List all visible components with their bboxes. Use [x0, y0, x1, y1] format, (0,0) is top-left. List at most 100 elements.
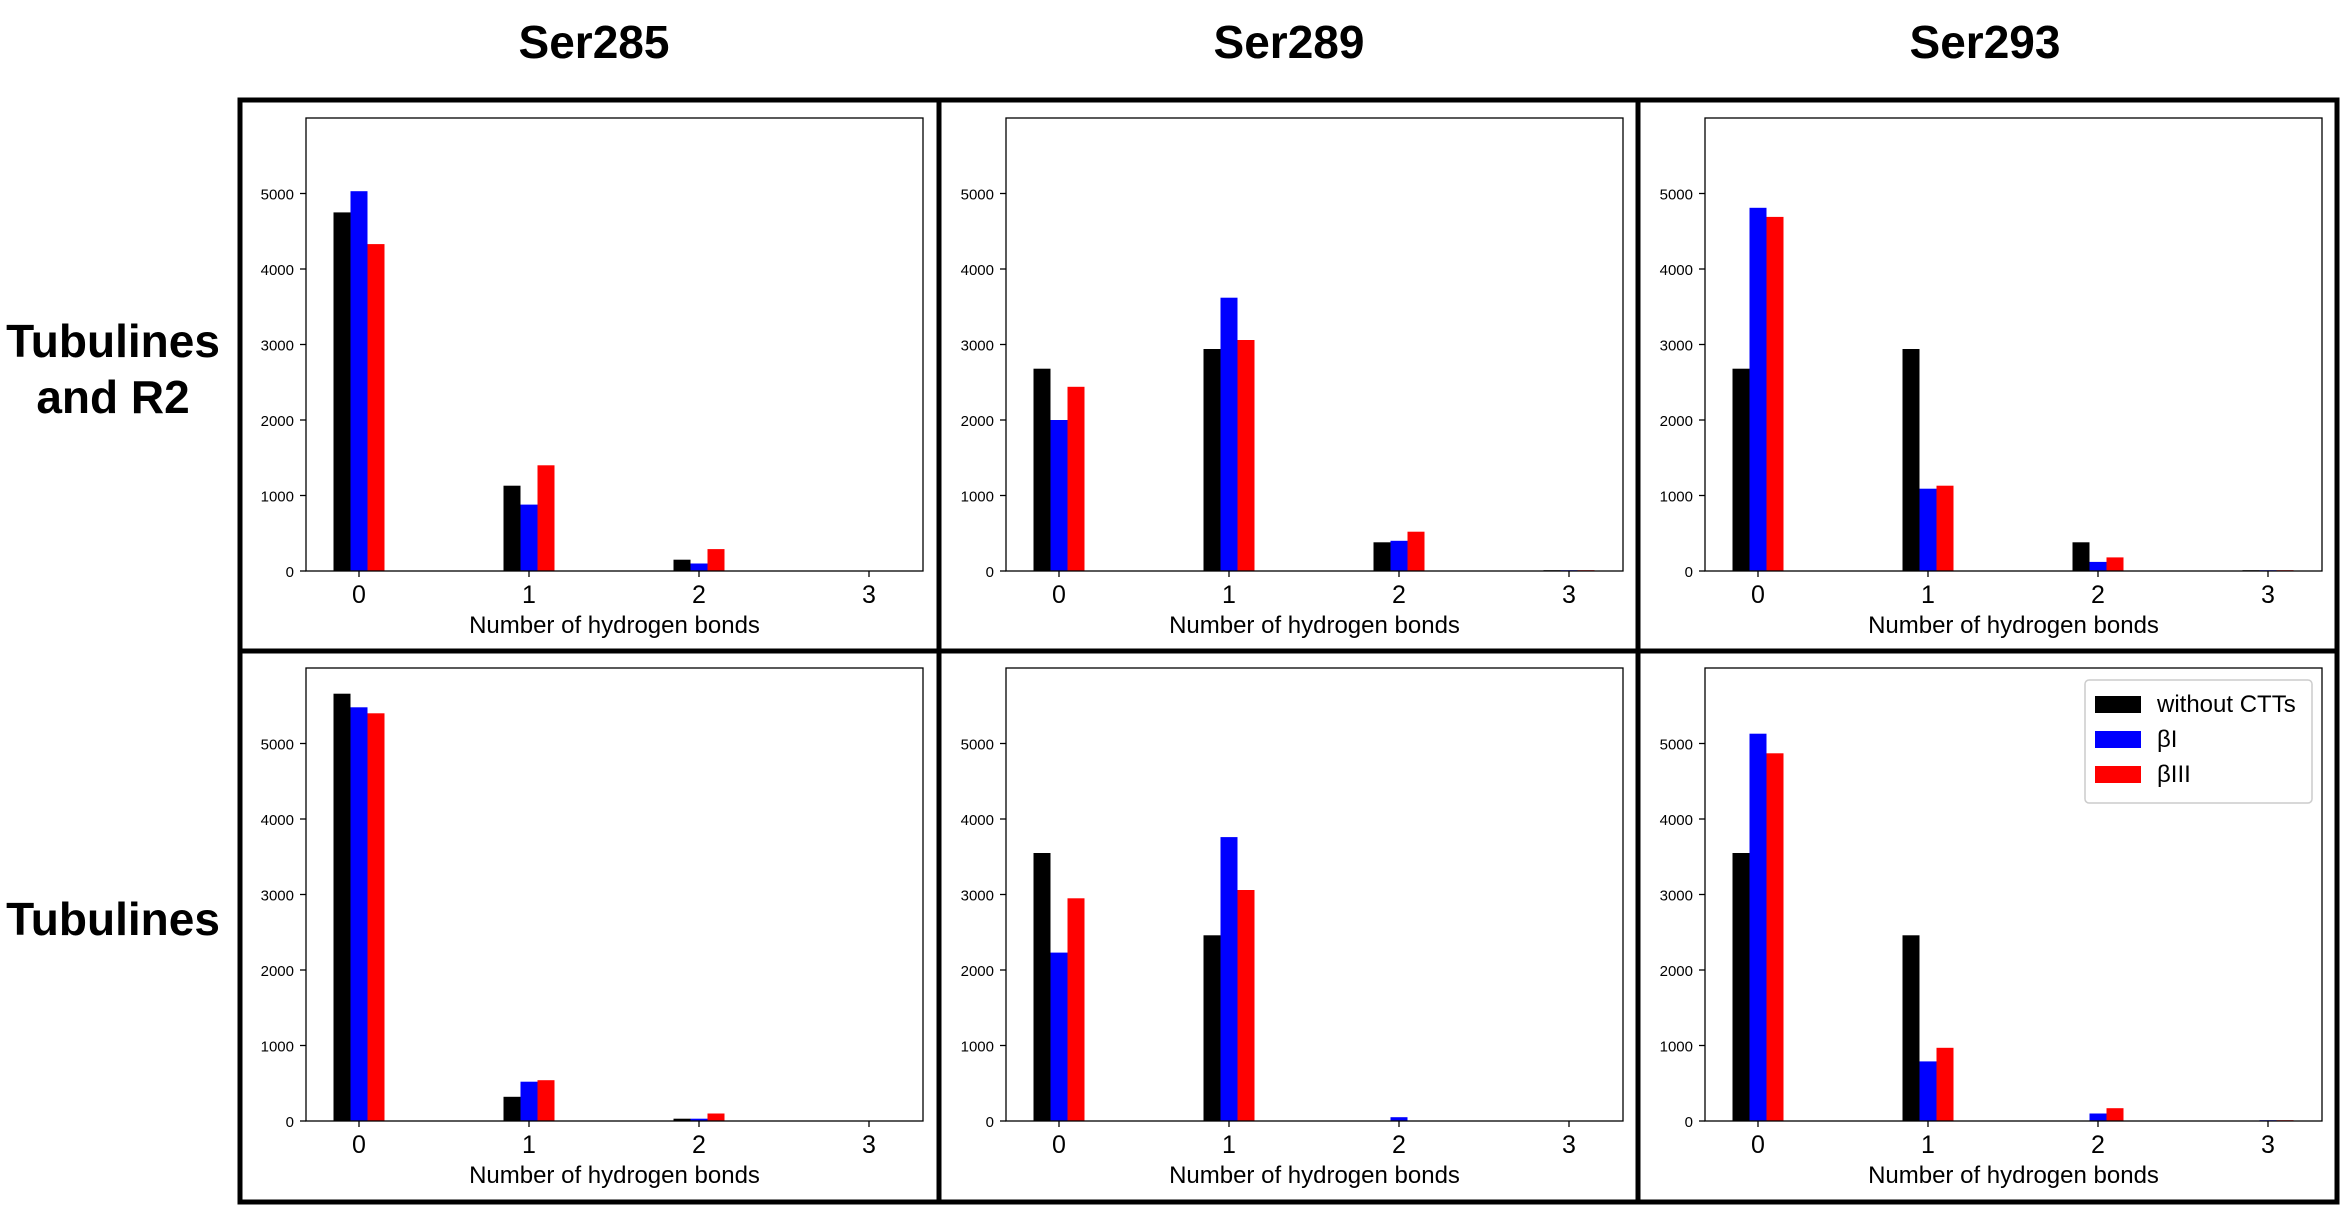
row-title-tubulines-and-r2-line1: Tubulines	[6, 315, 220, 367]
panel-tubulines-ser293-bar-i-0	[1749, 733, 1767, 1121]
panel-tubulines-ser289-ytick-label-5000: 5000	[961, 737, 994, 754]
panel-tubulines-and-r2-ser285-bar-i-2	[690, 563, 708, 571]
panel-tubulines-and-r2-ser289-bar-iii-2	[1407, 531, 1425, 571]
panel-tubulines-and-r2-ser289-axes-frame	[1005, 117, 1624, 572]
panel-tubulines-ser285-bar-without-ctts-2	[673, 1118, 691, 1121]
panel-tubulines-ser293-legend-label-iii: βIII	[2157, 761, 2191, 788]
panel-tubulines-ser285-bar-iii-2	[707, 1113, 725, 1121]
panel-tubulines-and-r2-ser289-ytick-label-1000: 1000	[961, 489, 994, 506]
panel-tubulines-and-r2-ser285-bar-iii-1	[537, 465, 555, 571]
panel-tubulines-ser285-ytick-label-4000: 4000	[261, 812, 294, 829]
panel-tubulines-ser285-xlabel: Number of hydrogen bonds	[469, 1162, 760, 1189]
panel-tubulines-ser285-ytick-label-1000: 1000	[261, 1039, 294, 1056]
panel-tubulines-ser285-bar-i-1	[520, 1081, 538, 1121]
panel-tubulines-ser285-ytick-label-2000: 2000	[261, 963, 294, 980]
panel-tubulines-ser289-bar-i-0	[1050, 952, 1068, 1121]
panel-tubulines-ser293-bar-iii-1	[1936, 1047, 1954, 1121]
panel-tubulines-ser289-ytick-label-3000: 3000	[961, 888, 994, 905]
panel-tubulines-ser285-bar-i-2	[690, 1118, 708, 1121]
panel-tubulines-and-r2-ser289-bar-i-1	[1220, 297, 1238, 571]
panel-tubulines-and-r2-ser289-ytick-label-4000: 4000	[961, 262, 994, 279]
panel-tubulines-and-r2-ser293-bar-i-2	[2089, 561, 2107, 571]
panel-tubulines-and-r2-ser293-bar-without-ctts-2	[2072, 542, 2090, 571]
panel-tubulines-ser285-ytick-label-0: 0	[286, 1114, 294, 1131]
panel-tubulines-and-r2-ser289-bar-without-ctts-1	[1203, 349, 1221, 571]
panel-tubulines-and-r2-ser285-ytick-label-3000: 3000	[261, 338, 294, 355]
panel-tubulines-and-r2-ser285-ytick-label-5000: 5000	[261, 187, 294, 204]
panel-tubulines-and-r2-ser289-bar-without-ctts-0	[1033, 368, 1051, 571]
panel-tubulines-and-r2-ser285-ytick-label-2000: 2000	[261, 413, 294, 430]
titles-layer: Ser285 Ser289 Ser293 Tubulines and R2 Tu…	[6, 16, 2060, 945]
panel-tubulines-ser289-xtick-label-0: 0	[1052, 1131, 1066, 1159]
panel-tubulines-and-r2-ser293-axes-frame	[1704, 117, 2323, 572]
panel-tubulines-ser293-ytick-label-2000: 2000	[1660, 963, 1693, 980]
panel-tubulines-and-r2-ser285-xtick-label-1: 1	[522, 581, 536, 609]
panel-tubulines-and-r2-ser293-ytick-label-4000: 4000	[1660, 262, 1693, 279]
row-title-tubulines-and-r2-line2: and R2	[36, 371, 189, 423]
panel-tubulines-ser293-legend-swatch-without-ctts	[2095, 696, 2141, 713]
panel-tubulines-ser293-ytick-label-1000: 1000	[1660, 1039, 1693, 1056]
panel-tubulines-and-r2-ser285-bar-iii-2	[707, 549, 725, 571]
panel-tubulines-ser289-bar-i-1	[1220, 837, 1238, 1121]
panel-tubulines-ser293-xtick-label-2: 2	[2091, 1131, 2105, 1159]
panel-tubulines-and-r2-ser289-ytick-label-5000: 5000	[961, 187, 994, 204]
panel-tubulines-and-r2-ser285-xtick-label-0: 0	[352, 581, 366, 609]
panel-tubulines-and-r2-ser293-ytick-label-3000: 3000	[1660, 338, 1693, 355]
panel-tubulines-and-r2-ser285-ytick-label-1000: 1000	[261, 489, 294, 506]
column-title-ser293: Ser293	[1910, 16, 2061, 68]
panel-tubulines-and-r2-ser293-bar-i-0	[1749, 207, 1767, 572]
panel-tubulines-and-r2-ser289-bar-iii-0	[1067, 386, 1085, 571]
panel-tubulines-ser289-axes-frame	[1005, 667, 1624, 1122]
panel-tubulines-ser293-legend-swatch-i	[2095, 731, 2141, 748]
panel-tubulines-and-r2-ser293: 0 1000 2000 3000 4000 5000 0 1 2 3 Number of hydro…	[1660, 117, 2323, 639]
panel-tubulines-and-r2-ser293-xtick-label-1: 1	[1921, 581, 1935, 609]
panel-tubulines-ser293-bar-without-ctts-1	[1902, 935, 1920, 1121]
panel-tubulines-ser285-xtick-label-1: 1	[522, 1131, 536, 1159]
panel-tubulines-and-r2-ser289-ytick-label-3000: 3000	[961, 338, 994, 355]
panel-tubulines-ser285-bar-i-0	[350, 707, 368, 1121]
panel-tubulines-and-r2-ser293-bar-iii-1	[1936, 485, 1954, 571]
panel-tubulines-and-r2-ser285-ytick-label-4000: 4000	[261, 262, 294, 279]
panel-tubulines-and-r2-ser293-ytick-label-5000: 5000	[1660, 187, 1693, 204]
panel-tubulines-and-r2-ser285-axes-frame	[305, 117, 924, 572]
panel-tubulines-ser289-ytick-label-2000: 2000	[961, 963, 994, 980]
panel-tubulines-and-r2-ser285-bar-i-0	[350, 191, 368, 571]
panel-tubulines-ser285: 0 1000 2000 3000 4000 5000 0 1 2 3 Number of hydro…	[261, 667, 924, 1189]
panel-tubulines-ser293-bar-i-1	[1919, 1061, 1937, 1121]
panel-tubulines-ser293-ytick-label-3000: 3000	[1660, 888, 1693, 905]
panel-tubulines-ser289-bar-iii-1	[1237, 890, 1255, 1121]
panel-tubulines-and-r2-ser285-bar-without-ctts-0	[333, 212, 351, 571]
panel-tubulines-and-r2-ser285-bar-iii-0	[367, 244, 385, 571]
panel-tubulines-ser289-ytick-label-1000: 1000	[961, 1039, 994, 1056]
panel-tubulines-ser289-ytick-label-0: 0	[986, 1114, 994, 1131]
panel-tubulines-ser293-bar-i-2	[2089, 1113, 2107, 1121]
panel-tubulines-and-r2-ser293-ytick-label-2000: 2000	[1660, 413, 1693, 430]
panel-tubulines-ser293-xtick-label-0: 0	[1751, 1131, 1765, 1159]
panel-tubulines-and-r2-ser293-ytick-label-0: 0	[1685, 564, 1693, 581]
panel-tubulines-ser285-xtick-label-0: 0	[352, 1131, 366, 1159]
panel-tubulines-ser289: 0 1000 2000 3000 4000 5000 0 1 2 3 Number of hydro…	[961, 667, 1624, 1189]
panel-tubulines-ser289-bar-without-ctts-1	[1203, 935, 1221, 1121]
panel-tubulines-and-r2-ser289-xtick-label-2: 2	[1392, 581, 1406, 609]
panel-tubulines-and-r2-ser293-xlabel: Number of hydrogen bonds	[1868, 612, 2159, 639]
panel-tubulines-and-r2-ser285-bar-without-ctts-2	[673, 559, 691, 571]
panel-tubulines-and-r2-ser289: 0 1000 2000 3000 4000 5000 0 1 2 3 Number of hydro…	[961, 117, 1624, 639]
panel-tubulines-ser293-bar-iii-2	[2106, 1108, 2124, 1121]
panel-tubulines-ser293-bar-without-ctts-0	[1732, 853, 1750, 1121]
panel-tubulines-ser289-xtick-label-3: 3	[1562, 1131, 1576, 1159]
panel-tubulines-ser293-legend: without CTTs βI βIII	[2084, 679, 2313, 804]
panel-tubulines-and-r2-ser289-bar-iii-1	[1237, 340, 1255, 571]
panel-tubulines-ser285-xtick-label-2: 2	[692, 1131, 706, 1159]
panel-tubulines-ser285-axes-frame	[305, 667, 924, 1122]
column-title-ser289: Ser289	[1214, 16, 1365, 68]
panel-tubulines-ser289-xtick-label-1: 1	[1222, 1131, 1236, 1159]
panel-tubulines-ser285-bar-without-ctts-1	[503, 1096, 521, 1121]
panel-tubulines-ser293-ytick-label-0: 0	[1685, 1114, 1693, 1131]
panel-tubulines-and-r2-ser289-bar-without-ctts-2	[1373, 542, 1391, 571]
panel-tubulines-ser293: 0 1000 2000 3000 4000 5000 0 1 2 3 Number of hydro…	[1660, 667, 2323, 1189]
panel-tubulines-ser285-bar-iii-0	[367, 713, 385, 1121]
panel-tubulines-ser293-bar-iii-0	[1766, 753, 1784, 1121]
panel-tubulines-ser285-ytick-label-3000: 3000	[261, 888, 294, 905]
